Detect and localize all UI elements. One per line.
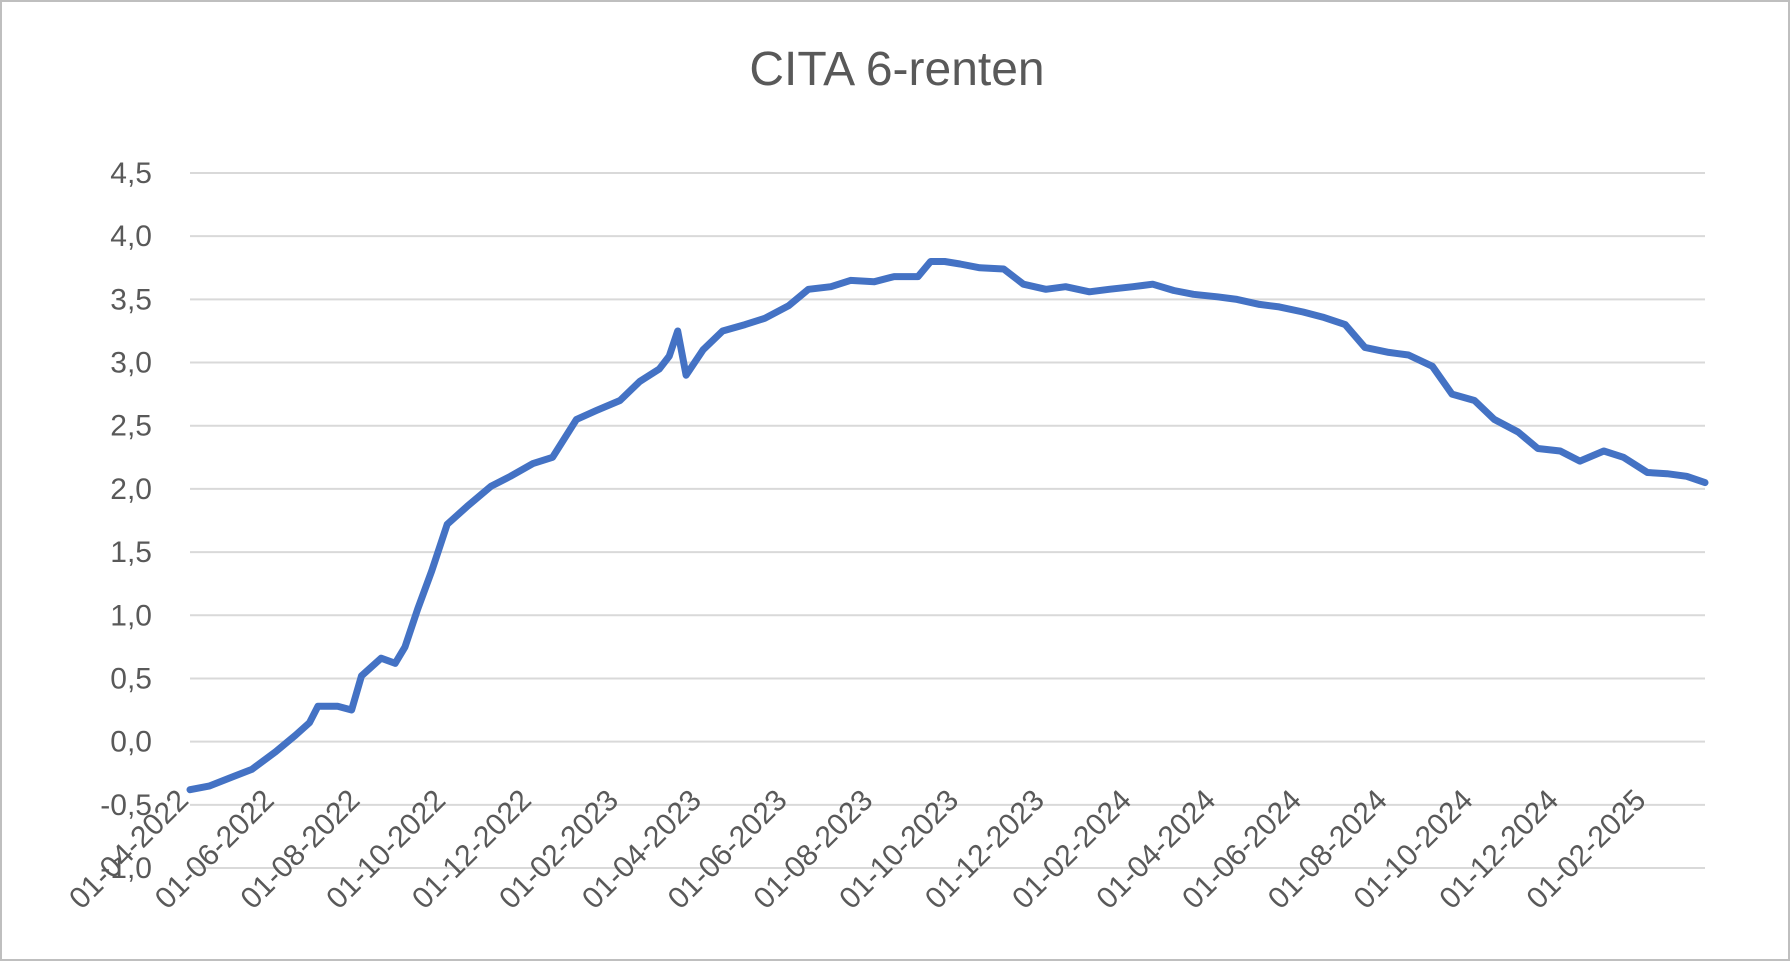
y-tick-label: -1,0 xyxy=(100,852,152,885)
y-tick-label: 0,0 xyxy=(110,726,152,759)
y-tick-label: 1,5 xyxy=(110,536,152,569)
y-tick-label: 2,5 xyxy=(110,410,152,443)
chart-title: CITA 6-renten xyxy=(749,43,1045,96)
y-tick-label: 4,0 xyxy=(110,220,152,253)
series-line xyxy=(186,258,1709,794)
y-tick-label: 1,0 xyxy=(110,599,152,632)
y-tick-label: 3,0 xyxy=(110,347,152,380)
y-tick-label: 3,5 xyxy=(110,283,152,316)
y-tick-label: 2,0 xyxy=(110,473,152,506)
y-tick-label: 4,5 xyxy=(110,157,152,190)
y-tick-label: -0,5 xyxy=(100,789,152,822)
y-tick-label: 0,5 xyxy=(110,662,152,695)
